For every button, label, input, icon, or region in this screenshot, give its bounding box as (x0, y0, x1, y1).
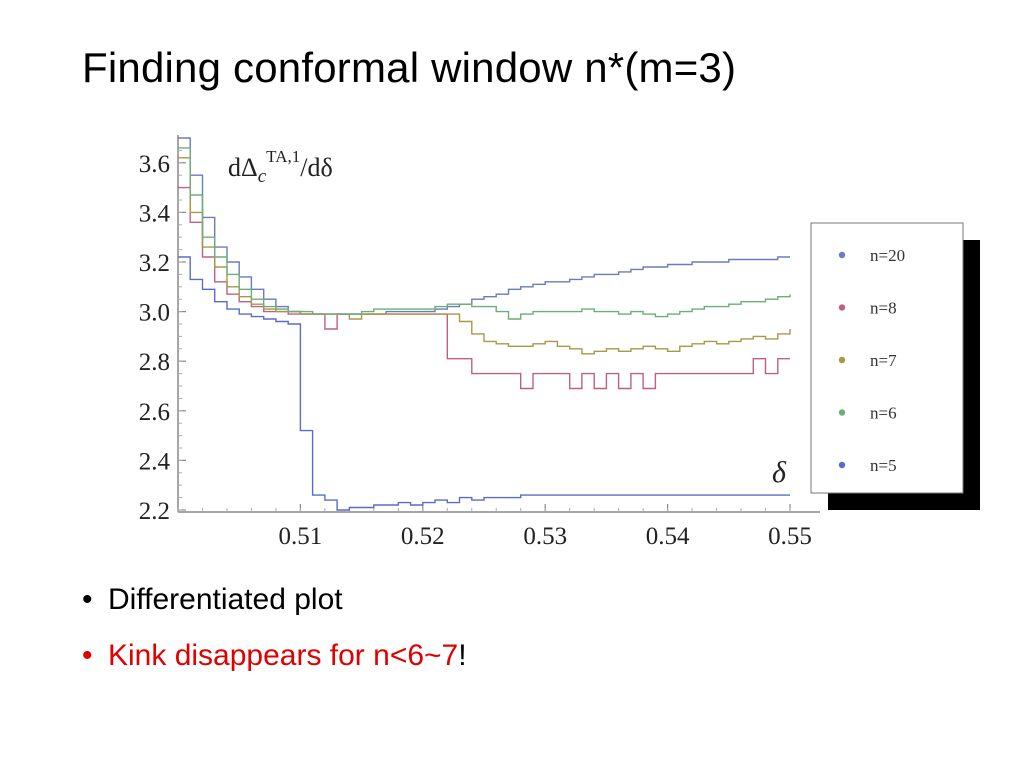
bullet-dot: • (82, 583, 93, 616)
ticks: 2.2 2.4 2.6 2.8 3.0 3.2 3.4 3.6 0.51 0.52 0.53 0.54… (139, 137, 812, 550)
legend-marker (838, 409, 846, 416)
slide-title: Finding conformal window n*(m=3) (82, 44, 737, 91)
legend-box (810, 222, 964, 494)
bullet-item-2: • Kink disappears for n<6~7! (82, 628, 467, 684)
y-axis-label-main: dΔ (228, 153, 258, 182)
series-n-20 (178, 137, 790, 315)
y-tick-label: 3.4 (139, 200, 171, 227)
legend-label: n=6 (870, 404, 897, 423)
legend-marker (838, 461, 846, 469)
x-tick-label: 0.54 (646, 523, 690, 550)
y-axis-label-sub: c (258, 166, 267, 187)
axes (177, 135, 820, 513)
y-axis-label-sup: TA,1 (266, 147, 300, 166)
y-tick-label: 3.6 (139, 151, 170, 178)
legend-marker (838, 356, 846, 364)
legend-label: n=8 (870, 299, 897, 318)
legend-label: n=5 (870, 456, 897, 475)
bullet-text-2: Kink disappears for n<6~7 (108, 639, 459, 672)
y-axis-label: dΔcTA,1/dδ (228, 147, 333, 187)
legend-label: n=7 (870, 351, 897, 370)
x-tick-label: 0.55 (768, 523, 812, 550)
bullet-item-1: • Differentiated plot (82, 572, 467, 628)
x-tick-label: 0.51 (279, 523, 323, 550)
bullet-text-1: Differentiated plot (108, 583, 343, 616)
x-tick-label: 0.53 (523, 523, 567, 550)
series (178, 137, 791, 511)
bullet-suffix-2: ! (458, 639, 467, 672)
series-n-7 (178, 157, 791, 355)
x-tick-label: 0.52 (401, 523, 445, 550)
legend-marker (838, 251, 846, 259)
legend-items: n=20 n=8 n=7 n=6 n=5 (838, 246, 905, 475)
y-tick-label: 2.2 (139, 498, 170, 525)
y-axis-label-tail: /dδ (300, 153, 332, 182)
y-tick-label: 3.0 (139, 300, 170, 327)
step-line-chart: 2.2 2.4 2.6 2.8 3.0 3.2 3.4 3.6 0.51 0.52 0.53 0.54… (139, 135, 980, 550)
series-n-6 (178, 147, 791, 320)
x-axis-label: δ (772, 456, 787, 489)
bullet-list: • Differentiated plot • Kink disappears fo… (82, 572, 467, 684)
legend-marker (838, 304, 846, 311)
y-tick-label: 2.8 (139, 349, 170, 376)
bullet-dot: • (82, 639, 93, 672)
legend-label: n=20 (870, 246, 905, 265)
series-n-8 (178, 186, 790, 390)
legend: n=20 n=8 n=7 n=6 n=5 (810, 222, 980, 510)
y-tick-label: 2.4 (139, 448, 171, 475)
y-tick-label: 3.2 (139, 250, 170, 277)
y-tick-label: 2.6 (139, 399, 170, 426)
series-n-5 (178, 256, 790, 511)
